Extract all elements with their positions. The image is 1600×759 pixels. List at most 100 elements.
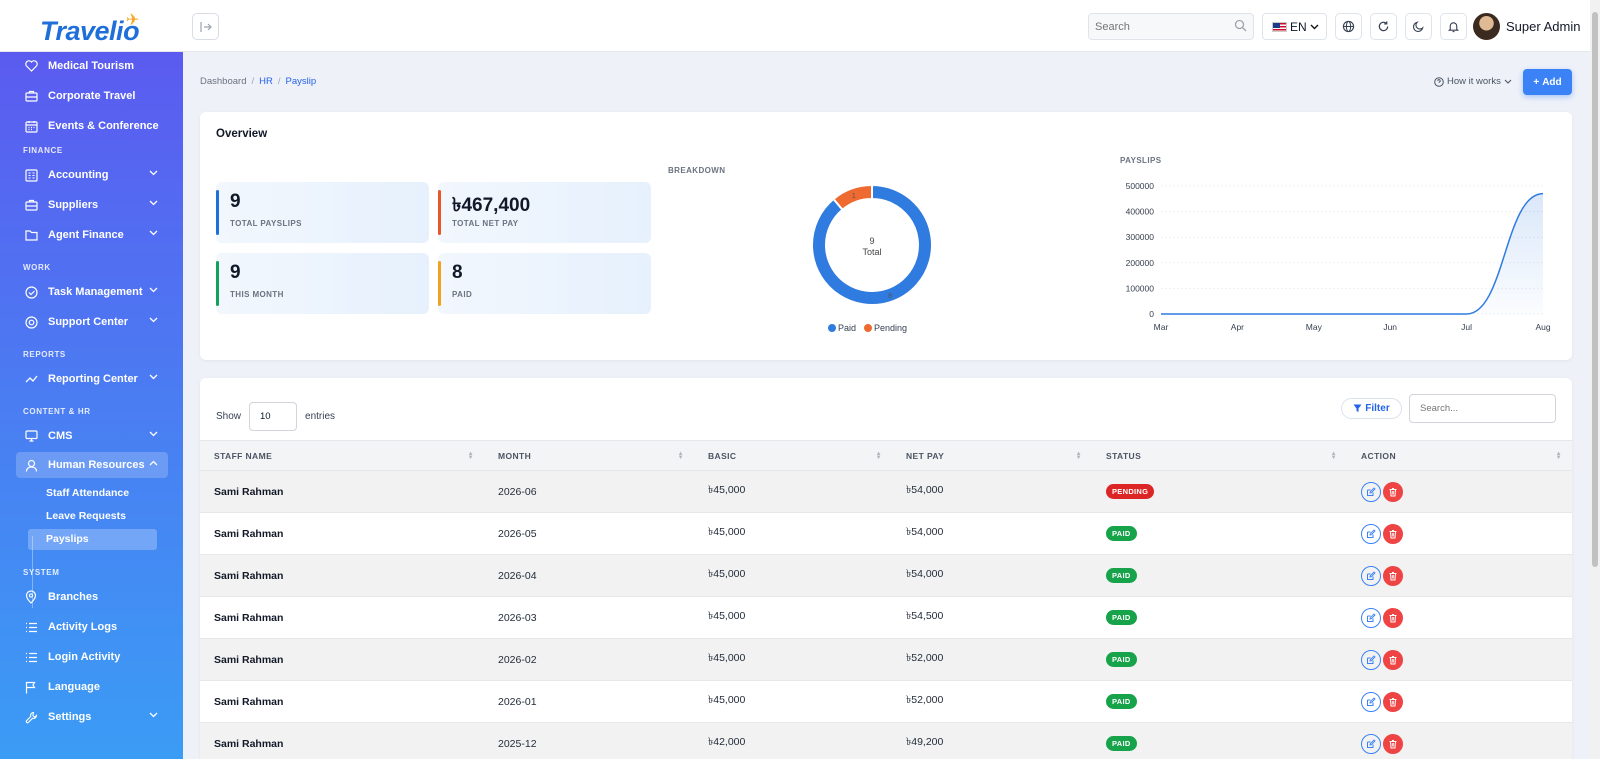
- scrollbar-thumb[interactable]: [1592, 12, 1598, 567]
- sort-icon: ▲ ▼: [1075, 451, 1082, 461]
- language-selector[interactable]: EN: [1262, 13, 1327, 40]
- search-input[interactable]: [1089, 14, 1229, 39]
- status-badge: PAID: [1106, 736, 1137, 751]
- sidebar-item-activity-logs[interactable]: Activity Logs: [16, 614, 168, 640]
- chevron-down-icon: [149, 287, 158, 293]
- edit-button[interactable]: [1361, 691, 1381, 712]
- trash-icon: [1389, 487, 1397, 496]
- sort-icon: ▲ ▼: [677, 451, 684, 461]
- page-scrollbar[interactable]: [1590, 0, 1600, 759]
- entries-input[interactable]: [249, 402, 298, 431]
- delete-button[interactable]: [1383, 481, 1403, 502]
- sidebar-toggle-button[interactable]: [192, 13, 219, 40]
- sidebar-item-label: Human Resources: [48, 459, 145, 471]
- edit-icon: [1367, 612, 1376, 622]
- cell-month: 2026-02: [484, 638, 694, 681]
- status-badge: PAID: [1106, 610, 1137, 625]
- search-icon[interactable]: [1234, 19, 1247, 32]
- column-status[interactable]: STATUS ▲ ▼: [1092, 440, 1347, 471]
- sort-icon: ▲ ▼: [1330, 451, 1337, 461]
- stat-label: PAID: [452, 290, 473, 299]
- sidebar-item-task-management[interactable]: Task Management: [16, 279, 168, 305]
- sidebar-item-settings[interactable]: Settings: [16, 704, 168, 730]
- sidebar-item-suppliers[interactable]: Suppliers: [16, 192, 168, 218]
- sidebar-item-label: Accounting: [48, 169, 109, 181]
- sidebar-item-support-center[interactable]: Support Center: [16, 309, 168, 335]
- column-month[interactable]: MONTH ▲ ▼: [484, 440, 694, 471]
- column-label: ACTION: [1361, 450, 1396, 461]
- submenu-line: [32, 536, 33, 608]
- list-icon: [24, 620, 38, 634]
- edit-button[interactable]: [1361, 607, 1381, 628]
- column-net-pay[interactable]: NET PAY ▲ ▼: [892, 440, 1092, 471]
- edit-button[interactable]: [1361, 481, 1381, 502]
- cell-action: [1347, 554, 1572, 597]
- delete-button[interactable]: [1383, 691, 1403, 712]
- payslips-label: PAYSLIPS: [1120, 156, 1162, 165]
- refresh-button[interactable]: [1370, 13, 1397, 40]
- delete-button[interactable]: [1383, 523, 1403, 544]
- trash-icon: [1389, 571, 1397, 580]
- payslips-table: STAFF NAME ▲ ▼ MONTH ▲ ▼ BASIC ▲ ▼ NET PAY ▲ ▼ S…: [200, 440, 1572, 759]
- edit-button[interactable]: [1361, 649, 1381, 670]
- sidebar-item-cms[interactable]: CMS: [16, 423, 168, 449]
- table-search-input[interactable]: [1409, 394, 1556, 423]
- globe-button[interactable]: [1335, 13, 1362, 40]
- edit-button[interactable]: [1361, 523, 1381, 544]
- column-label: STATUS: [1106, 450, 1142, 461]
- cell-staff-name: Sami Rahman: [200, 470, 484, 513]
- notifications-button[interactable]: [1440, 13, 1467, 40]
- trash-icon: [1389, 613, 1397, 622]
- sidebar-subitem-leave-requests[interactable]: Leave Requests: [46, 510, 126, 522]
- donut-total-value: 9: [869, 236, 874, 246]
- sidebar-item-medical-tourism[interactable]: Medical Tourism: [16, 53, 168, 79]
- sidebar-item-label: Corporate Travel: [48, 90, 136, 102]
- cell-staff-name: Sami Rahman: [200, 680, 484, 723]
- sidebar-item-reporting-center[interactable]: Reporting Center: [16, 366, 168, 392]
- dark-mode-button[interactable]: [1405, 13, 1432, 40]
- language-label: EN: [1290, 19, 1307, 34]
- sidebar-item-login-activity[interactable]: Login Activity: [16, 644, 168, 670]
- sidebar-subitem-payslips[interactable]: Payslips: [28, 529, 157, 550]
- sidebar-item-accounting[interactable]: Accounting: [16, 162, 168, 188]
- delete-button[interactable]: [1383, 565, 1403, 586]
- chevron-down-icon: [1310, 24, 1319, 29]
- delete-button[interactable]: [1383, 733, 1403, 754]
- column-action[interactable]: ACTION ▲ ▼: [1347, 440, 1572, 471]
- sidebar-item-label: Agent Finance: [48, 229, 124, 241]
- add-label: Add: [1542, 76, 1562, 88]
- pin-icon: [24, 590, 38, 604]
- series-line: [1161, 192, 1544, 315]
- sidebar-item-language[interactable]: Language: [16, 674, 168, 700]
- sidebar-item-human-resources[interactable]: Human Resources: [16, 452, 168, 478]
- breadcrumb-dashboard[interactable]: Dashboard: [200, 76, 247, 87]
- sidebar-item-label: Task Management: [48, 286, 143, 298]
- how-it-works-button[interactable]: How it works: [1434, 76, 1512, 87]
- bell-icon: [1447, 22, 1460, 33]
- sidebar-item-corporate-travel[interactable]: Corporate Travel: [16, 83, 168, 109]
- delete-button[interactable]: [1383, 607, 1403, 628]
- add-button[interactable]: + Add: [1523, 69, 1572, 95]
- sidebar-item-agent-finance[interactable]: Agent Finance: [16, 222, 168, 248]
- ledger-icon: [24, 168, 38, 182]
- column-basic[interactable]: BASIC ▲ ▼: [694, 440, 892, 471]
- user-menu[interactable]: Super Admin: [1473, 13, 1580, 40]
- logo[interactable]: Travelio ✈: [40, 10, 145, 46]
- cell-status: PAID: [1092, 596, 1347, 639]
- sidebar-item-branches[interactable]: Branches: [16, 584, 168, 610]
- breadcrumb-hr[interactable]: HR: [259, 76, 273, 87]
- edit-button[interactable]: [1361, 733, 1381, 754]
- column-label: STAFF NAME: [214, 450, 273, 461]
- stat-label: THIS MONTH: [230, 290, 284, 299]
- x-tick-label: Jul: [1461, 322, 1472, 332]
- cell-staff-name: Sami Rahman: [200, 554, 484, 597]
- column-staff-name[interactable]: STAFF NAME ▲ ▼: [200, 440, 484, 471]
- sidebar-subitem-staff-attendance[interactable]: Staff Attendance: [46, 487, 130, 499]
- monitor-icon: [24, 429, 38, 443]
- edit-button[interactable]: [1361, 565, 1381, 586]
- filter-button[interactable]: Filter: [1341, 398, 1402, 419]
- delete-button[interactable]: [1383, 649, 1403, 670]
- sidebar-item-events[interactable]: Events & Conference: [16, 113, 168, 139]
- cell-net-pay: ৳52,000: [892, 680, 1092, 723]
- stat-value: ৳467,400: [452, 195, 531, 216]
